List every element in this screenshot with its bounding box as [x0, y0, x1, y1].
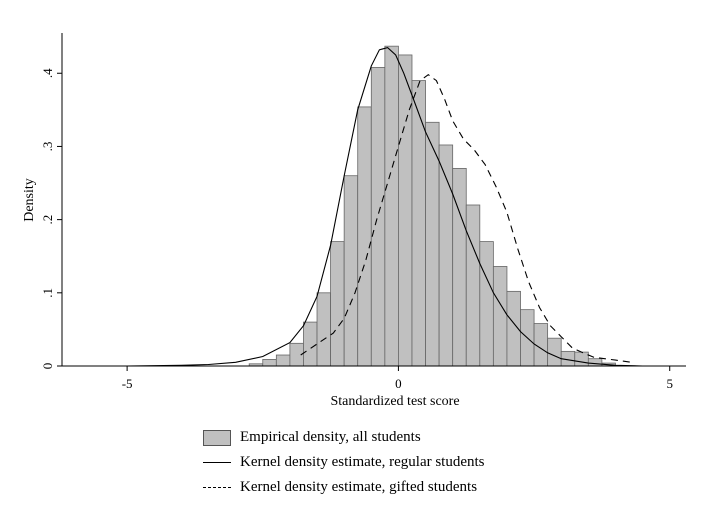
density-chart: 0 .1 .2 .3 .4 -5 0 5 Standardized test score De…	[22, 33, 686, 409]
y-tick-label-4: .4	[40, 68, 55, 78]
histogram-bar-24	[574, 351, 589, 367]
histogram-bar-13	[425, 121, 440, 367]
solid-line-icon	[202, 454, 232, 472]
legend-label-gifted: Kernel density estimate, gifted students	[240, 479, 478, 495]
histogram-bar-4	[303, 321, 318, 367]
histogram-bar-17	[479, 241, 494, 367]
histogram-bar-18	[492, 266, 508, 367]
dashed-line-icon	[202, 479, 232, 497]
regular-kde-line	[83, 46, 670, 367]
histogram-bar-7	[343, 175, 359, 367]
legend-item-gifted: Kernel density estimate, gifted students	[202, 475, 485, 500]
histogram-bar-5	[316, 292, 331, 367]
legend-label-regular: Kernel density estimate, regular student…	[240, 454, 485, 470]
histogram-bar-10	[384, 45, 399, 367]
x-tick-label-2: 5	[666, 376, 673, 391]
histogram-bar-8	[357, 106, 372, 367]
histogram-bar-25	[587, 358, 603, 367]
histogram-swatch-icon	[202, 429, 232, 447]
kde-lines	[83, 46, 670, 367]
axes: 0 .1 .2 .3 .4 -5 0 5	[40, 33, 686, 391]
histogram-bar-2	[275, 354, 291, 367]
gifted-kde-line	[300, 74, 632, 363]
legend-item-histogram: Empirical density, all students	[202, 425, 485, 450]
histogram-bar-12	[411, 80, 426, 367]
histogram-bar-11	[398, 54, 413, 367]
y-tick-label-0: 0	[40, 363, 55, 370]
x-axis-title: Standardized test score	[330, 394, 459, 409]
histogram-bar-1	[262, 359, 277, 367]
histogram-bar-22	[547, 337, 562, 367]
legend-item-regular: Kernel density estimate, regular student…	[202, 450, 485, 475]
histogram-bar-16	[465, 204, 481, 367]
x-tick-label-1: 0	[395, 376, 402, 391]
y-tick-label-1: .1	[40, 288, 55, 298]
x-tick-label-0: -5	[122, 376, 133, 391]
y-tick-label-2: .2	[40, 215, 55, 225]
y-tick-label-3: .3	[40, 142, 55, 152]
histogram-bar-9	[370, 66, 386, 367]
legend: Empirical density, all students Kernel d…	[202, 425, 485, 500]
histogram-bars	[248, 45, 616, 367]
legend-label-histogram: Empirical density, all students	[240, 429, 421, 445]
y-axis-title: Density	[22, 178, 37, 222]
histogram-bar-6	[330, 241, 345, 367]
